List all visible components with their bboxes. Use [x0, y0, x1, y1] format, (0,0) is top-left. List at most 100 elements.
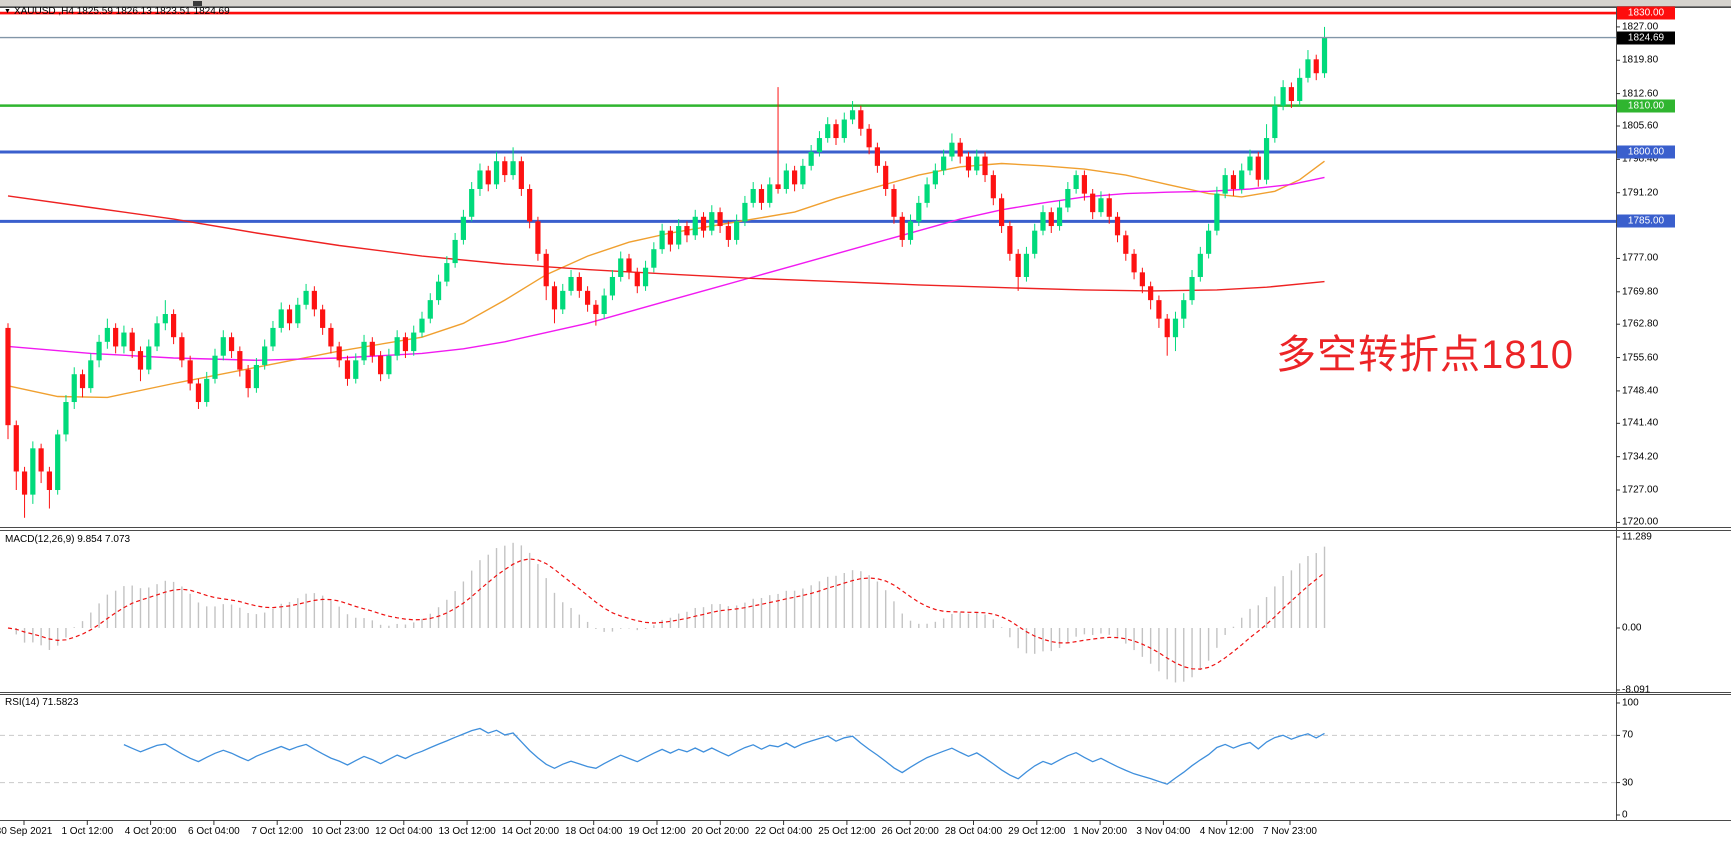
- candle-body: [742, 202, 748, 222]
- candle-body: [684, 226, 690, 236]
- macd-axis-label: 0.00: [1622, 622, 1642, 634]
- candle-body: [1098, 198, 1104, 213]
- annotation-text[interactable]: 多空转折点1810: [1276, 333, 1574, 377]
- ma-mid-magenta: [7, 176, 1325, 362]
- candle-body: [1197, 253, 1203, 277]
- candle-body: [1106, 198, 1112, 217]
- candle-body: [171, 314, 177, 338]
- candle-body: [286, 309, 293, 324]
- candle-body: [808, 151, 814, 166]
- candle-body: [402, 337, 409, 352]
- candle-body: [642, 267, 649, 287]
- candle-body: [1222, 175, 1228, 194]
- candle-body: [916, 202, 922, 222]
- candle-body: [1263, 138, 1270, 180]
- candle-body: [1230, 175, 1237, 189]
- scroll-position-marker[interactable]: [193, 1, 202, 6]
- macd-indicator-label: MACD(12,26,9) 9.854 7.073: [5, 534, 131, 545]
- candle-body: [104, 327, 110, 342]
- candle-body: [717, 212, 723, 227]
- candle-body: [386, 355, 392, 375]
- candle-body: [949, 142, 955, 157]
- candle-body: [1181, 300, 1187, 319]
- price-tick-label: 1734.20: [1622, 451, 1659, 463]
- candle-body: [71, 374, 77, 403]
- time-axis-label: 4 Oct 20:00: [124, 826, 177, 837]
- candle-body: [1090, 193, 1096, 213]
- time-axis-label: 7 Nov 23:00: [1263, 826, 1317, 837]
- candle-body: [792, 170, 798, 185]
- candle-body: [121, 332, 127, 347]
- candle-body: [5, 327, 11, 426]
- time-axis-label: 25 Oct 12:00: [818, 826, 876, 837]
- candle-body: [1288, 87, 1294, 102]
- candle-body: [849, 110, 856, 120]
- rsi-axis-label: 100: [1622, 697, 1639, 709]
- price-tick-label: 1819.80: [1622, 54, 1659, 66]
- ma-slow-red: [7, 195, 1325, 292]
- candle-body: [38, 448, 44, 472]
- candle-body: [63, 402, 69, 435]
- candle-body: [1313, 59, 1319, 74]
- candle-body: [212, 355, 218, 379]
- candle-body: [667, 230, 673, 245]
- time-axis-label: 14 Oct 20:00: [501, 826, 560, 837]
- candle-body: [1139, 272, 1145, 287]
- candle-body: [758, 188, 765, 203]
- candle-body: [460, 216, 466, 240]
- time-axis-label: 20 Oct 20:00: [691, 826, 749, 837]
- time-axis-label: 10 Oct 23:00: [311, 826, 370, 837]
- candle-body: [568, 276, 574, 291]
- candle-body: [1156, 300, 1162, 319]
- candle-body: [30, 448, 36, 495]
- candle-body: [1172, 318, 1179, 338]
- candle-body: [535, 221, 541, 254]
- candle-body: [767, 184, 773, 203]
- price-tick-label: 1748.40: [1622, 385, 1659, 397]
- rsi-axis-label: 70: [1622, 729, 1634, 741]
- candle-body: [419, 318, 425, 333]
- candle-body: [278, 309, 284, 328]
- candle-body: [361, 341, 367, 361]
- candle-body: [1239, 170, 1245, 189]
- time-axis-label: 30 Sep 2021: [0, 826, 53, 837]
- candle-body: [1280, 87, 1286, 106]
- candle-body: [411, 332, 417, 352]
- candle-body: [1297, 77, 1303, 102]
- candle-body: [13, 425, 19, 472]
- bid-price-chip: 1824.69: [1617, 31, 1675, 45]
- candle-body: [907, 221, 914, 240]
- candle-body: [303, 290, 309, 305]
- time-axis-label: 7 Oct 12:00: [251, 826, 304, 837]
- candle-body: [866, 128, 872, 148]
- candle-body: [220, 337, 226, 356]
- candle-body: [576, 276, 582, 291]
- time-axis-label: 12 Oct 04:00: [375, 826, 433, 837]
- candle-body: [858, 110, 864, 129]
- candle-body: [179, 337, 185, 361]
- chart-scrollbar-strip[interactable]: [0, 0, 1731, 7]
- candle-body: [55, 434, 61, 491]
- candle-body: [510, 161, 516, 176]
- chart-title: ▼ XAUUSD ,H4 1825.59 1826.13 1823.51 1824…: [4, 6, 230, 17]
- candle-body: [941, 156, 947, 171]
- candle-body: [982, 156, 988, 176]
- time-axis-label: 18 Oct 04:00: [565, 826, 623, 837]
- price-tick-label: 1791.20: [1622, 187, 1659, 199]
- price-tick-label: 1827.00: [1622, 21, 1659, 33]
- candle-body: [469, 188, 475, 217]
- price-tick-label: 1741.40: [1622, 417, 1659, 429]
- candle-body: [21, 471, 28, 495]
- candle-body: [46, 471, 52, 491]
- candle-body: [477, 170, 483, 189]
- candle-body: [1214, 193, 1220, 231]
- rsi-axis-label: 0: [1622, 809, 1628, 821]
- candle-body: [311, 290, 317, 310]
- candle-body: [974, 156, 980, 171]
- candle-body: [601, 295, 607, 315]
- candle-body: [146, 346, 152, 370]
- candle-body: [833, 124, 839, 139]
- candle-body: [1305, 59, 1311, 78]
